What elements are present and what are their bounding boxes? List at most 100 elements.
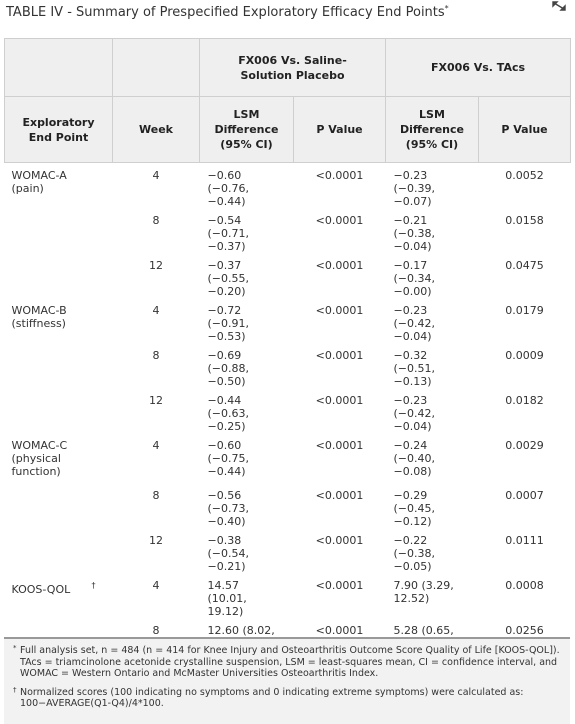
week-cell-text: 4 [152,169,160,182]
endpoint-cell-text: WOMAC-B (stiffness) [11,304,67,330]
footnote-1-text: Full analysis set, n = 484 (n = 414 for … [20,645,560,679]
header-p-tacs: P Value [478,96,571,163]
lsm-tacs-cell: −0.22 (−0.38, −0.05) [386,528,479,573]
header-endpoint: Exploratory End Point [4,96,113,163]
lsm-tacs-cell-text: −0.21 (−0.38, −0.04) [393,214,436,253]
p-tacs-cell: 0.0009 [479,343,571,388]
p-tacs-cell-text: 0.0182 [505,394,544,407]
lsm-tacs-cell-text: −0.23 (−0.42, −0.04) [393,394,436,433]
week-cell-text: 8 [152,624,160,637]
week-cell: 4 [113,163,200,209]
header-week: Week [112,96,200,163]
header-blank-1 [4,38,113,97]
week-cell: 8 [113,483,200,528]
p-placebo-cell: <0.0001 [294,208,386,253]
lsm-tacs-cell-text: −0.24 (−0.40, −0.08) [393,439,436,478]
p-tacs-cell-text: 0.0475 [505,259,544,272]
week-cell-text: 4 [152,304,160,317]
lsm-placebo-cell: 14.57 (10.01, 19.12) [200,573,294,618]
header-group-placebo: FX006 Vs. Saline-Solution Placebo [199,38,386,97]
endpoint-cell [5,253,113,298]
endpoint-cell-text: WOMAC-A (pain) [11,169,67,195]
endpoint-cell [5,483,113,528]
p-tacs-cell: 0.0475 [479,253,571,298]
p-tacs-cell: 0.0111 [479,528,571,573]
p-tacs-cell: 0.0256 [479,618,571,654]
table-row: WOMAC-B (stiffness) 4 −0.72 (−0.91, −0.53)… [5,298,571,343]
p-tacs-cell: 0.0008 [479,573,571,618]
p-tacs-cell: 0.0158 [479,208,571,253]
lsm-placebo-cell: −0.54 (−0.71, −0.37) [200,208,294,253]
lsm-placebo-cell-text: −0.60 (−0.75, −0.44) [207,439,250,478]
p-tacs-cell: 0.0179 [479,298,571,343]
lsm-tacs-cell: 7.90 (3.29, 12.52) [386,573,479,618]
endpoint-cell-text: KOOS-QOL [11,582,71,596]
lsm-tacs-cell-text: 7.90 (3.29, 12.52) [393,579,454,605]
p-placebo-cell-text: <0.0001 [315,169,364,182]
endpoint-cell: WOMAC-C (physical function) [5,433,113,483]
lsm-tacs-cell-text: −0.23 (−0.42, −0.04) [393,304,436,343]
p-tacs-cell: 0.0052 [479,163,571,209]
week-cell-text: 8 [152,349,160,362]
p-placebo-cell-text: <0.0001 [315,439,364,452]
p-tacs-cell-text: 0.0029 [505,439,544,452]
week-cell: 4 [113,573,200,618]
week-cell-text: 12 [149,534,163,547]
p-tacs-cell-text: 0.0008 [505,579,544,592]
p-placebo-cell: <0.0001 [294,483,386,528]
p-tacs-cell-text: 0.0256 [505,624,544,637]
table-title: TABLE IV - Summary of Prespecified Explo… [6,4,449,20]
p-placebo-cell: <0.0001 [294,618,386,654]
p-tacs-cell: 0.0029 [479,433,571,483]
p-placebo-cell-text: <0.0001 [315,304,364,317]
p-placebo-cell: <0.0001 [294,433,386,483]
endpoint-footnote-mark: † [91,581,96,590]
lsm-placebo-cell: −0.60 (−0.76, −0.44) [200,163,294,208]
lsm-placebo-cell-text: −0.72 (−0.91, −0.53) [207,304,250,343]
endpoint-cell: WOMAC-B (stiffness) [5,298,113,343]
lsm-placebo-cell-text: −0.60 (−0.76, −0.44) [207,169,250,208]
efficacy-table: FX006 Vs. Saline-Solution Placebo FX006 … [4,38,571,691]
p-placebo-cell: <0.0001 [294,573,386,618]
week-cell-text: 4 [152,579,160,592]
p-placebo-cell-text: <0.0001 [315,259,364,272]
lsm-tacs-cell: −0.23 (−0.39, −0.07) [386,163,479,208]
table-row: KOOS-QOL † 4 14.57 (10.01, 19.12) <0.0001 7.9… [5,573,571,618]
lsm-placebo-cell: −0.60 (−0.75, −0.44) [200,433,294,483]
p-tacs-cell-text: 0.0179 [505,304,544,317]
lsm-tacs-cell: −0.17 (−0.34, −0.00) [386,253,479,298]
lsm-tacs-cell-text: −0.29 (−0.45, −0.12) [393,489,436,528]
lsm-tacs-cell: −0.23 (−0.42, −0.04) [386,298,479,343]
lsm-placebo-cell-text: −0.69 (−0.88, −0.50) [207,349,250,388]
expand-arrows-icon[interactable] [552,0,566,14]
lsm-tacs-cell-text: −0.23 (−0.39, −0.07) [393,169,436,208]
title-footnote-mark: * [444,4,449,13]
p-placebo-cell-text: <0.0001 [315,579,364,592]
week-cell-text: 12 [149,394,163,407]
footnote-2-text: Normalized scores (100 indicating no sym… [20,686,524,710]
p-tacs-cell-text: 0.0052 [505,169,544,182]
expand-arrows-svg [552,1,566,11]
p-placebo-cell-text: <0.0001 [315,349,364,362]
lsm-placebo-cell-text: −0.56 (−0.73, −0.40) [207,489,250,528]
lsm-placebo-cell: −0.44 (−0.63, −0.25) [200,388,294,433]
week-cell: 12 [113,388,200,433]
header-lsm-tacs: LSM Difference (95% CI) [385,96,479,163]
table-row: 8 −0.56 (−0.73, −0.40) <0.0001 −0.29 (−0.45… [5,483,571,528]
week-cell-text: 12 [149,259,163,272]
table-row: WOMAC-C (physical function) 4 −0.60 (−0.75… [5,433,571,483]
p-placebo-cell-text: <0.0001 [315,624,364,637]
week-cell: 12 [113,528,200,573]
p-placebo-cell: <0.0001 [294,163,386,209]
p-tacs-cell: 0.0007 [479,483,571,528]
header-p-placebo: P Value [293,96,386,163]
lsm-placebo-cell-text: −0.44 (−0.63, −0.25) [207,394,250,433]
lsm-placebo-cell: −0.38 (−0.54, −0.21) [200,528,294,573]
p-placebo-cell: <0.0001 [294,253,386,298]
week-cell: 4 [113,298,200,343]
p-tacs-cell-text: 0.0158 [505,214,544,227]
p-placebo-cell-text: <0.0001 [315,214,364,227]
lsm-placebo-cell-text: −0.37 (−0.55, −0.20) [207,259,250,298]
lsm-tacs-cell: −0.24 (−0.40, −0.08) [386,433,479,483]
header-group-tacs: FX006 Vs. TAcs [385,38,571,97]
